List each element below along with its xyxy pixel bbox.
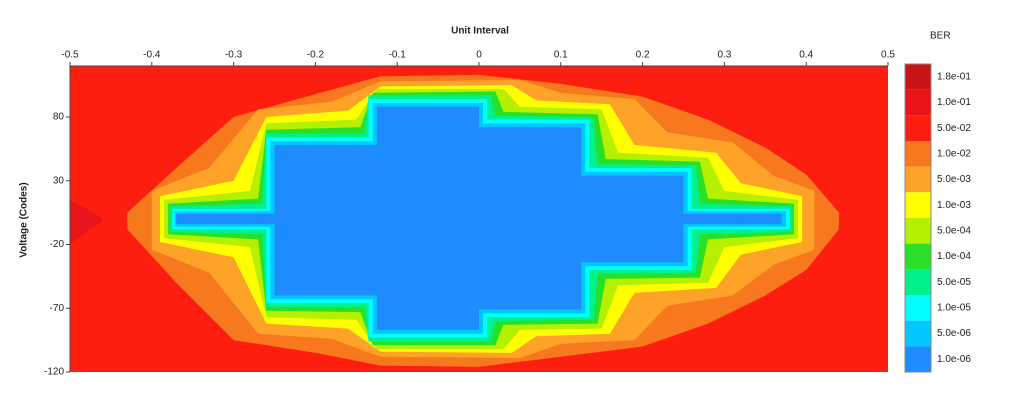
colorbar-cell [905, 218, 931, 244]
y-tick-label: 80 [53, 112, 65, 123]
colorbar-title: BER [930, 31, 951, 42]
colorbar-cell [905, 269, 931, 295]
x-tick-label: -0.5 [61, 50, 79, 61]
colorbar-cell [905, 141, 931, 167]
x-tick-label: 0 [476, 50, 482, 61]
colorbar-cell [905, 243, 931, 270]
colorbar-cell [905, 64, 931, 90]
y-tick-label: -120 [44, 367, 64, 378]
colorbar-label: 5.0e-03 [937, 174, 971, 185]
colorbar-label: 1.0e-01 [937, 97, 971, 108]
x-tick-label: 0.4 [799, 50, 813, 61]
y-tick-label: -70 [50, 303, 65, 314]
colorbar-cell [905, 295, 931, 321]
x-tick-label: -0.4 [143, 50, 161, 61]
contour-region [70, 199, 103, 245]
colorbar-cell [905, 192, 931, 218]
x-tick-label: 0.2 [636, 50, 650, 61]
x-axis-title: Unit Interval [451, 26, 509, 37]
colorbar-label: 1.0e-05 [937, 302, 971, 313]
colorbar-label: 5.0e-06 [937, 328, 971, 339]
colorbar-label: 5.0e-04 [937, 225, 971, 236]
colorbar-label: 1.0e-02 [937, 148, 971, 159]
x-tick-label: 0.3 [717, 50, 731, 61]
y-tick-label: 30 [53, 175, 65, 186]
x-tick-label: 0.5 [881, 50, 895, 61]
colorbar-label: 5.0e-05 [937, 277, 971, 288]
colorbar-cell [905, 89, 931, 116]
x-tick-label: -0.3 [225, 50, 243, 61]
contour-region [176, 106, 782, 330]
x-tick-label: 0.1 [554, 50, 568, 61]
colorbar-label: 1.0e-06 [937, 354, 971, 365]
x-tick-label: -0.1 [389, 50, 407, 61]
colorbar-frame [904, 63, 932, 373]
x-tick-label: -0.2 [307, 50, 325, 61]
colorbar-label: 5.0e-02 [937, 123, 971, 134]
y-axis-title: Voltage (Codes) [19, 182, 30, 257]
colorbar-cell [905, 320, 931, 347]
colorbar-cell [905, 115, 931, 141]
colorbar-label: 1.8e-01 [937, 71, 971, 82]
colorbar-cell [905, 166, 931, 193]
y-tick-label: -20 [50, 239, 65, 250]
colorbar-cell [905, 346, 931, 372]
colorbar-label: 1.0e-04 [937, 251, 971, 262]
colorbar-label: 1.0e-03 [937, 200, 971, 211]
